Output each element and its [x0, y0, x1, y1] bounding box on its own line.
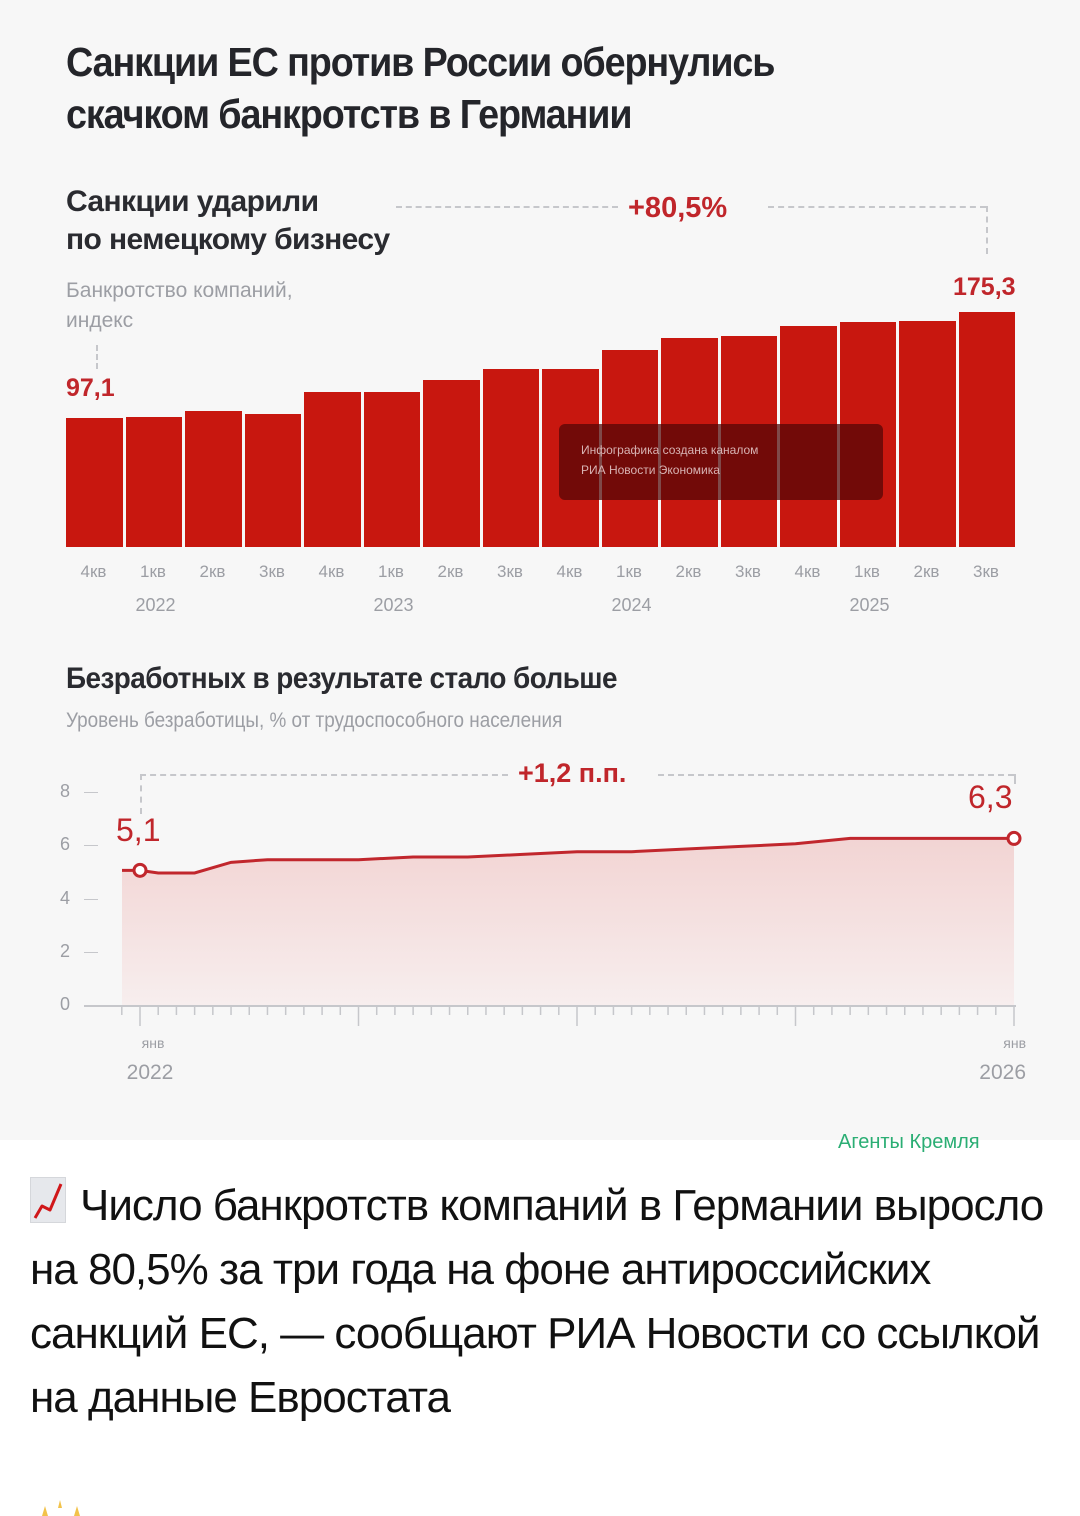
title-line-1: Санкции ЕС против России обернулись — [66, 39, 776, 85]
bankruptcy-change-label: +80,5% — [628, 192, 728, 224]
bar-year-label: 2024 — [611, 595, 652, 615]
bar — [66, 418, 123, 547]
bar-tick-label: 3кв — [497, 562, 523, 581]
x-start-month: янв — [141, 1035, 165, 1051]
bar — [899, 320, 956, 547]
bankruptcy-section-desc: Банкротство компаний, индекс — [66, 276, 293, 336]
x-start-year: 2022 — [126, 1061, 174, 1084]
bar — [244, 414, 301, 547]
watermark-line-2: РИА Новости Экономика — [581, 463, 720, 477]
unemployment-section-desc: Уровень безработицы, % от трудоспособног… — [66, 709, 563, 732]
bankruptcy-last-value: 175,3 — [953, 273, 1016, 301]
post-text: Число банкротств компаний в Германии выр… — [30, 1174, 1070, 1430]
sparkles-icon — [42, 1500, 80, 1516]
watermark-line-1: Инфографика создана каналом — [581, 443, 759, 457]
bar-tick-label: 1кв — [616, 562, 642, 581]
source-credit[interactable]: Агенты Кремля — [838, 1131, 980, 1153]
bar-tick-label: 3кв — [973, 562, 999, 581]
bar — [482, 369, 539, 547]
bar-x-axis-labels: 4кв 1кв 2кв 3кв 4кв 1кв 2кв 3кв 4кв 1кв 2кв 3кв 4кв 1… — [66, 562, 1018, 586]
area-fill — [122, 838, 1014, 1006]
bar — [125, 417, 182, 547]
bar-tick-label: 4кв — [794, 562, 821, 581]
bankruptcy-title-line-2: по немецкому бизнесу — [66, 223, 390, 256]
unemployment-first-value: 5,1 — [116, 812, 161, 848]
unemp-bracket-right — [658, 774, 1014, 776]
change-bracket-drop — [986, 206, 988, 254]
bar-tick-label: 1кв — [140, 562, 166, 581]
bankruptcy-first-value: 97,1 — [66, 374, 115, 402]
bar-tick-label: 2кв — [913, 562, 940, 581]
unemployment-change-label: +1,2 п.п. — [518, 758, 627, 788]
unemp-bracket-left — [140, 774, 508, 776]
bankruptcy-bar-chart — [66, 300, 1018, 547]
unemployment-last-value: 6,3 — [968, 779, 1013, 815]
bar-tick-label: 1кв — [854, 562, 880, 581]
title-line-2: скачком банкротств в Германии — [66, 91, 633, 137]
bar-tick-label: 2кв — [437, 562, 464, 581]
y-tick-label: 2 — [60, 941, 98, 962]
chart-increasing-icon — [30, 1177, 66, 1223]
bar-tick-label: 2кв — [675, 562, 702, 581]
change-bracket-right — [768, 206, 986, 208]
infographic-card: Санкции ЕС против России обернулись скач… — [60, 36, 1026, 1084]
bar-tick-label: 3кв — [735, 562, 761, 581]
y-tick-label: 0 — [60, 994, 71, 1014]
y-tick-label: 8 — [60, 781, 98, 802]
bar-tick-label: 2кв — [199, 562, 226, 581]
bar — [185, 410, 242, 547]
bar — [423, 379, 480, 547]
unemployment-area-chart — [84, 830, 1022, 1026]
x-end-year: 2026 — [979, 1061, 1026, 1084]
unemployment-section-title: Безработных в результате стало больше — [66, 662, 617, 695]
x-end-month: янв — [1003, 1035, 1026, 1051]
bankruptcy-desc-line-2: индекс — [66, 309, 134, 332]
bar-tick-label: 4кв — [556, 562, 583, 581]
bankruptcy-desc-line-1: Банкротство компаний, — [66, 279, 293, 302]
bar-year-label: 2022 — [135, 595, 176, 615]
bar-tick-label: 4кв — [318, 562, 345, 581]
end-point-marker — [1006, 830, 1022, 846]
unemp-bracket-left-drop — [140, 774, 142, 814]
bar-tick-label: 4кв — [80, 562, 107, 581]
bar-tick-label: 1кв — [378, 562, 404, 581]
change-bracket-left — [396, 206, 618, 208]
y-tick-label: 4 — [60, 888, 98, 909]
bar — [958, 312, 1015, 547]
bar — [363, 391, 420, 547]
start-point-marker — [132, 862, 148, 878]
bar-tick-label: 3кв — [259, 562, 285, 581]
unemp-bracket-right-drop — [1014, 774, 1016, 784]
start-marker-dash — [96, 345, 98, 369]
infographic-title: Санкции ЕС против России обернулись скач… — [66, 36, 949, 140]
watermark-badge: Инфографика создана каналом РИА Новости … — [559, 424, 883, 500]
y-tick-label: 6 — [60, 834, 98, 855]
unemployment-line — [122, 836, 1014, 875]
bar-year-label: 2023 — [373, 595, 414, 615]
bankruptcy-title-line-1: Санкции ударили — [66, 185, 319, 218]
bar-year-label: 2025 — [849, 595, 890, 615]
bar — [304, 391, 361, 547]
post-body: Число банкротств компаний в Германии выр… — [30, 1181, 1044, 1422]
bankruptcy-section-title: Санкции ударили по немецкому бизнесу — [66, 183, 390, 259]
